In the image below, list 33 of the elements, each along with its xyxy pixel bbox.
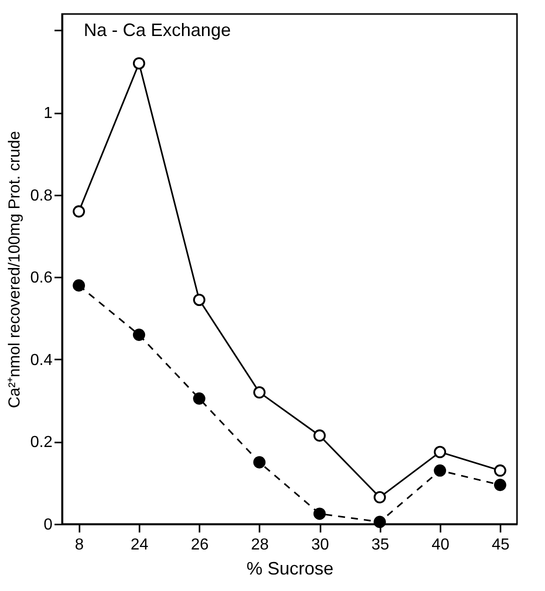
point: [253, 456, 266, 468]
x-tick-label: 8: [74, 536, 84, 554]
point: [313, 429, 326, 442]
chart-title: Na - Ca Exchange: [84, 20, 231, 40]
point: [132, 57, 146, 70]
point: [313, 508, 326, 520]
point: [374, 516, 386, 528]
point: [132, 328, 146, 341]
x-tick-label: 24: [130, 536, 149, 554]
point: [494, 464, 506, 477]
x-tick-label: 40: [432, 536, 450, 554]
y-tick-label: 1: [44, 105, 53, 122]
point: [253, 386, 266, 399]
point: [434, 464, 446, 477]
y-tick-label: 0.2: [30, 434, 53, 452]
x-tick-label: 30: [311, 536, 330, 554]
point: [374, 491, 386, 504]
y-tick-label: 0.6: [30, 270, 53, 287]
x-axis-title: % Sucrose: [246, 558, 334, 578]
y-tick-label: 0.4: [30, 352, 53, 369]
y-axis-title: Ca²⁺nmol recovered/100mg Prot. crude: [6, 130, 24, 408]
point: [72, 205, 85, 218]
x-tick-label: 45: [492, 536, 510, 554]
point: [193, 294, 206, 306]
point: [494, 478, 506, 492]
point: [72, 279, 85, 292]
point: [434, 446, 446, 458]
point: [193, 392, 206, 405]
x-tick-label: 26: [190, 536, 209, 554]
x-tick-label: 28: [251, 536, 269, 554]
x-tick-label: 35: [371, 536, 390, 554]
y-tick-label: 0.8: [30, 187, 53, 204]
y-tick-label: 0: [44, 516, 53, 534]
